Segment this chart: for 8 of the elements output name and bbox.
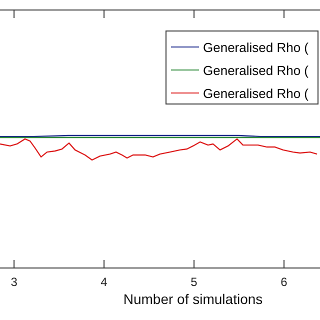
x-tick-label: 6 [280, 275, 288, 289]
legend-label: Generalised Rho ( [203, 63, 310, 78]
x-tick-label: 3 [10, 275, 18, 289]
x-axis-title: Number of simulations [123, 291, 263, 307]
legend-label: Generalised Rho ( [203, 40, 310, 55]
x-tick-label: 4 [100, 275, 108, 289]
legend-label: Generalised Rho ( [203, 86, 310, 101]
x-tick-label: 5 [190, 275, 198, 289]
